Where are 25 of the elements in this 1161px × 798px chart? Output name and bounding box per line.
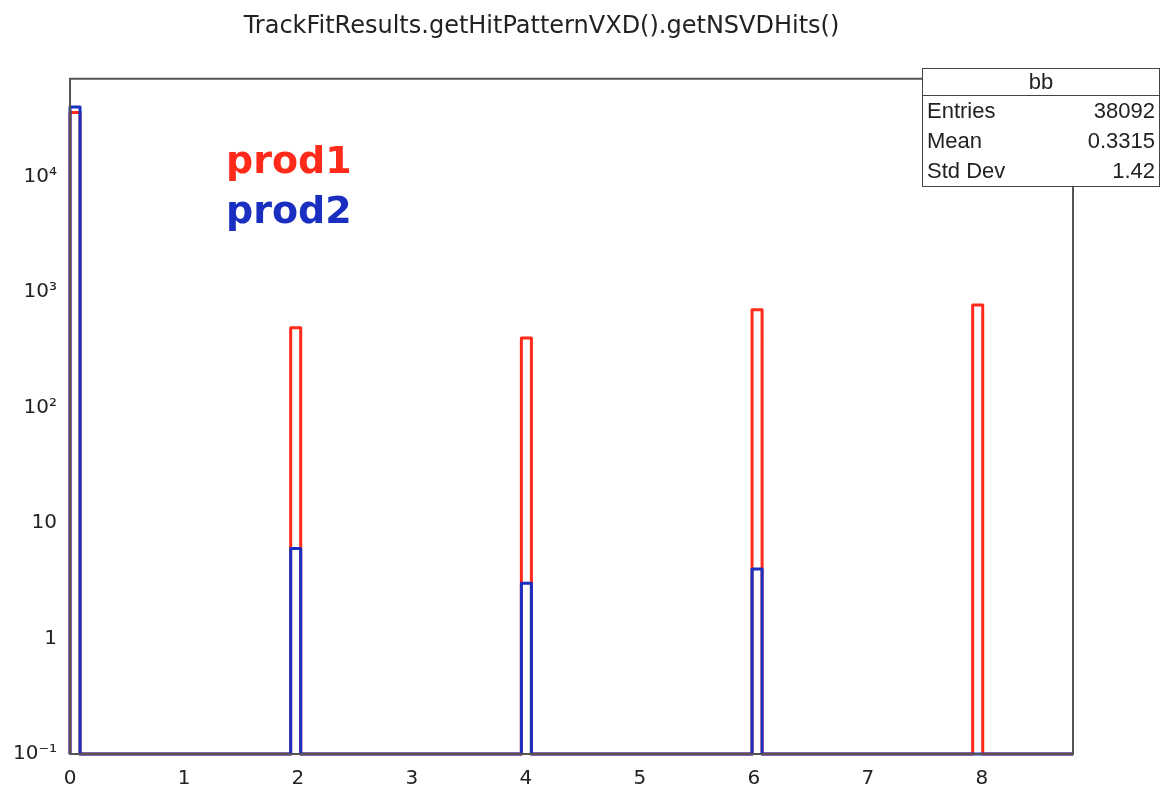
- x-tick-label: 8: [975, 765, 989, 790]
- text: prod2: [226, 187, 352, 234]
- annotation: Std Dev: [927, 158, 1006, 184]
- x-tick-label: 7: [861, 765, 875, 790]
- y-tick-label: 10³: [23, 278, 58, 303]
- y-tick-label: 10: [31, 509, 58, 534]
- text: 1.42: [1112, 158, 1155, 184]
- text: 0.3315: [1087, 128, 1155, 154]
- y-tick-label: 10²: [23, 393, 58, 418]
- annotation: Entries: [927, 98, 996, 124]
- x-tick-label: 1: [177, 765, 191, 790]
- x-tick-label: 2: [291, 765, 305, 790]
- y-tick-label: 1: [44, 624, 58, 649]
- annotation: bb: [923, 69, 1159, 96]
- x-tick-label: 3: [405, 765, 419, 790]
- text: 38092: [1093, 98, 1155, 124]
- y-tick-label: 10⁻¹: [12, 740, 58, 765]
- y-tick-label: 10⁴: [23, 162, 58, 187]
- x-tick-label: 4: [519, 765, 533, 790]
- x-tick-label: 5: [633, 765, 647, 790]
- text: prod1: [226, 137, 352, 184]
- x-tick-label: 6: [747, 765, 761, 790]
- annotation: Mean: [927, 128, 983, 154]
- x-tick-label: 0: [63, 765, 77, 790]
- chart-title: TrackFitResults.getHitPatternVXD().getNSVDHits(): [242, 10, 840, 39]
